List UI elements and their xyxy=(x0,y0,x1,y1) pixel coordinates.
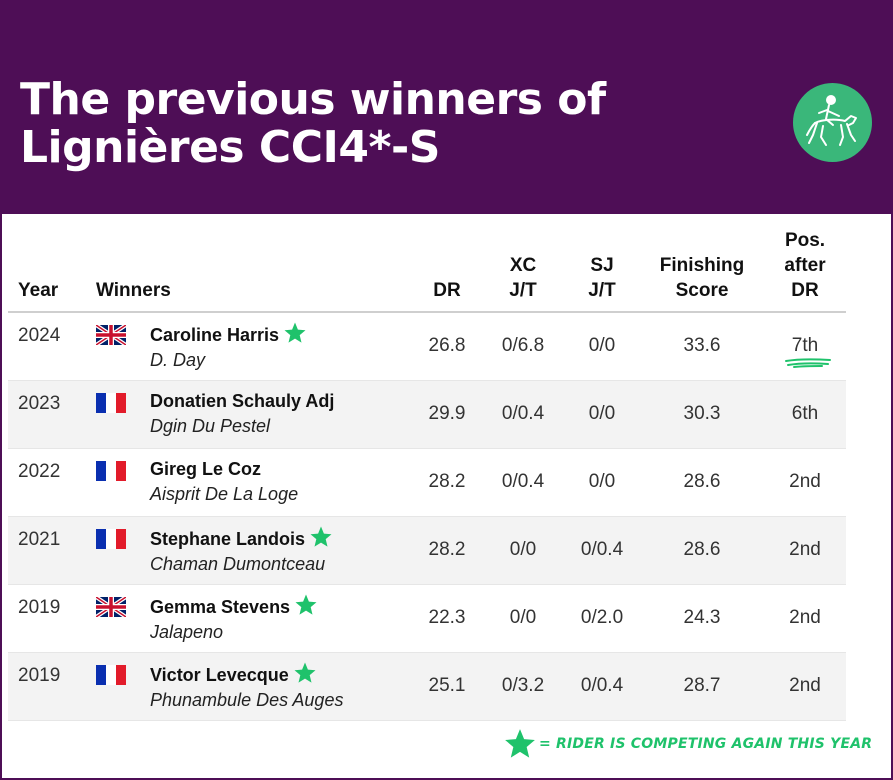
header-dr: DR xyxy=(433,280,461,301)
cell-winner: Victor Levecque Phunambule Des Auges xyxy=(150,652,412,720)
cell-xc: 0/3.2 xyxy=(501,675,545,696)
header-xc: XC J/T xyxy=(509,255,537,301)
cell-year: 2019 xyxy=(18,596,61,618)
cell-winner: Donatien Schauly Adj Dgin Du Pestel xyxy=(150,380,412,448)
legend-text: = RIDER IS COMPETING AGAIN THIS YEAR xyxy=(539,736,873,752)
star-icon xyxy=(505,729,535,758)
cell-xc: 0/0 xyxy=(509,607,537,628)
cell-score: 30.3 xyxy=(683,403,721,424)
horse-name: Chaman Dumontceau xyxy=(150,554,326,574)
table-frame xyxy=(0,214,893,780)
horse-name: Dgin Du Pestel xyxy=(150,416,271,436)
table-row: 2019 Victor Levecque Phunambule Des Auges 2… xyxy=(8,652,847,720)
cell-pos: 6th xyxy=(764,380,846,448)
cell-sj: 0/0.4 xyxy=(580,675,624,696)
cell-sj: 0/0 xyxy=(588,335,616,357)
cell-dr: 22.3 xyxy=(428,607,466,628)
cell-pos: 7th xyxy=(764,312,846,380)
cell-year: 2023 xyxy=(18,392,61,414)
cell-score: 28.6 xyxy=(683,471,721,492)
uk-flag-icon xyxy=(88,312,150,380)
cell-winner: Stephane Landois Chaman Dumontceau xyxy=(150,516,412,584)
cell-year: 2024 xyxy=(18,325,61,346)
cell-xc: 0/0.4 xyxy=(501,471,545,492)
star-icon xyxy=(284,322,306,343)
france-flag-icon xyxy=(88,380,150,448)
horse-name: Aisprit De La Loge xyxy=(150,484,299,504)
pos-value: 2nd xyxy=(789,607,821,628)
cell-score: 28.7 xyxy=(683,675,721,696)
cell-dr: 29.9 xyxy=(428,403,466,424)
cell-sj: 0/2.0 xyxy=(580,607,624,628)
pos-value: 6th xyxy=(791,403,819,424)
rider-name: Donatien Schauly Adj xyxy=(150,391,335,411)
cell-winner: Gireg Le Coz Aisprit De La Loge xyxy=(150,448,412,516)
cell-pos: 2nd xyxy=(764,448,846,516)
page-title: The previous winners of Lignières CCI4*-… xyxy=(20,76,720,172)
cell-sj: 0/0 xyxy=(588,471,616,492)
table-row: 2019 Gemma Stevens Jalapeno 22.3 0/0 0/2.0 24.… xyxy=(8,584,847,652)
table-row: 2023 Donatien Schauly Adj Dgin Du Pestel 29… xyxy=(8,380,847,448)
star-icon xyxy=(310,526,332,547)
winners-table: Year Winners DR XC J/T SJ J/T Finishing Sco… xyxy=(8,224,847,721)
table-row: 2022 Gireg Le Coz Aisprit De La Loge 28.2 0/… xyxy=(8,448,847,516)
uk-flag-icon xyxy=(88,584,150,652)
table-row: 2024 Caroline Harris D. Day 26.8 0/6.8 0/0 33.… xyxy=(8,312,847,380)
france-flag-icon xyxy=(88,516,150,584)
cell-xc: 0/0.4 xyxy=(501,403,545,424)
title-line-2: Lignières CCI4*-S xyxy=(20,122,440,173)
cell-pos: 2nd xyxy=(764,584,846,652)
header-finishing-score: Finishing Score xyxy=(659,255,745,301)
header-pos-after-dr: Pos. after DR xyxy=(784,230,826,301)
cell-dr: 25.1 xyxy=(428,675,466,696)
highlight-underline-icon xyxy=(784,358,831,369)
france-flag-icon xyxy=(88,448,150,516)
rider-name: Gemma Stevens xyxy=(150,597,291,617)
pos-value: 2nd xyxy=(789,471,821,492)
legend-footnote: = RIDER IS COMPETING AGAIN THIS YEAR xyxy=(503,727,872,761)
cell-score: 24.3 xyxy=(683,607,721,628)
horse-rider-dressage-icon xyxy=(793,83,872,162)
cell-sj: 0/0 xyxy=(588,403,616,424)
horse-name: Jalapeno xyxy=(150,622,224,642)
cell-winner: Caroline Harris D. Day xyxy=(150,312,412,380)
cell-sj: 0/0.4 xyxy=(580,539,624,560)
cell-year: 2019 xyxy=(18,664,61,686)
header-banner: The previous winners of Lignières CCI4*-… xyxy=(0,0,893,214)
cell-xc: 0/6.8 xyxy=(501,335,545,357)
table-header-row: Year Winners DR XC J/T SJ J/T Finishing Sco… xyxy=(8,224,847,312)
cell-dr: 28.2 xyxy=(428,471,466,492)
cell-year: 2021 xyxy=(18,528,61,550)
cell-dr: 28.2 xyxy=(428,539,466,560)
cell-xc: 0/0 xyxy=(509,539,537,560)
rider-name: Caroline Harris xyxy=(150,325,280,346)
horse-name: Phunambule Des Auges xyxy=(150,690,344,710)
cell-year: 2022 xyxy=(18,460,61,482)
star-icon xyxy=(294,662,316,683)
cell-pos: 2nd xyxy=(764,516,846,584)
horse-name: D. Day xyxy=(150,350,206,371)
cell-score: 28.6 xyxy=(683,539,721,560)
title-line-1: The previous winners of xyxy=(20,74,606,125)
header-winners: Winners xyxy=(96,280,171,301)
cell-dr: 26.8 xyxy=(428,335,466,357)
header-year: Year xyxy=(18,280,59,301)
header-sj: SJ J/T xyxy=(588,255,616,301)
pos-value: 7th xyxy=(791,335,819,357)
pos-value: 2nd xyxy=(789,539,821,560)
rider-name: Victor Levecque xyxy=(150,665,289,685)
star-icon xyxy=(295,594,317,615)
rider-name: Stephane Landois xyxy=(150,529,306,549)
france-flag-icon xyxy=(88,652,150,720)
cell-pos: 2nd xyxy=(764,652,846,720)
rider-name: Gireg Le Coz xyxy=(150,459,262,479)
cell-score: 33.6 xyxy=(683,335,721,357)
pos-value: 2nd xyxy=(789,675,821,696)
table-row: 2021 Stephane Landois Chaman Dumontceau 28.… xyxy=(8,516,847,584)
cell-winner: Gemma Stevens Jalapeno xyxy=(150,584,412,652)
